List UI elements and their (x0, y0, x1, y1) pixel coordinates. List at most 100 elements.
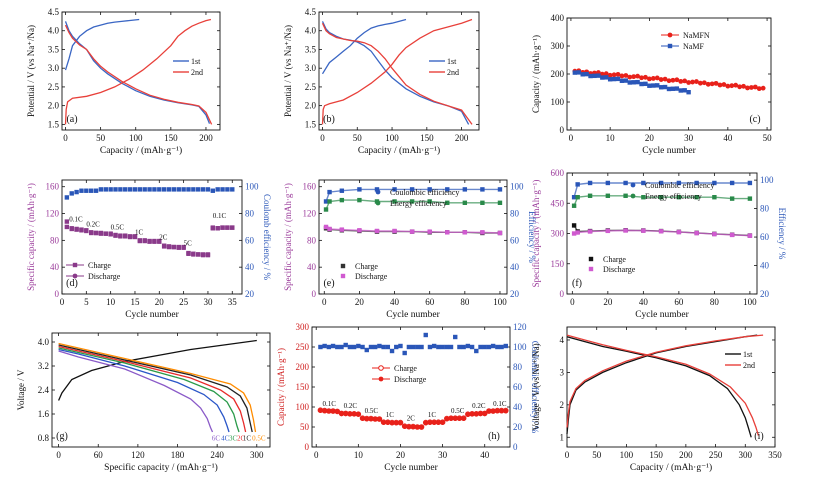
point-NaMF (596, 73, 600, 77)
point-Discharge (470, 412, 475, 417)
point-Discharge (444, 417, 449, 422)
y-tick-label: 200 (551, 69, 565, 79)
point-Discharge (206, 252, 210, 256)
x-tick-label: 0 (314, 450, 319, 460)
point-Coulomb efficiency (128, 187, 132, 191)
point-Coulombic efficiency (631, 183, 636, 188)
panel-label: (d) (66, 278, 78, 289)
point-Coulombic efficiency (411, 345, 415, 349)
series-line-2nd (567, 335, 763, 427)
point-Coulombic efficiency (373, 345, 377, 349)
y-tick-label: 50 (300, 422, 310, 432)
point-Coulomb efficiency (74, 190, 78, 194)
legend-label: Charge (88, 261, 111, 270)
y-tick-label: 1.6 (38, 409, 50, 419)
y2-tick-label: 20 (760, 289, 770, 299)
y2-tick-label: 40 (760, 261, 770, 271)
annotation-label: 1C (386, 411, 395, 419)
panel-e: 0 20 40 60 80 1000408012016020406080100Effici… (283, 180, 537, 320)
x-tick-label: 100 (743, 297, 757, 307)
point-Discharge (352, 412, 357, 417)
point-Coulomb efficiency (84, 189, 88, 193)
point-Coulombic efficiency (449, 345, 453, 349)
point-Coulombic efficiency (495, 345, 499, 349)
point-Coulombic efficiency (491, 344, 495, 348)
point-Discharge (369, 417, 374, 422)
y-tick-label: 1 (560, 432, 565, 442)
x-tick-label: 40 (639, 297, 649, 307)
point-NaMF (577, 70, 581, 74)
point-Discharge (377, 417, 382, 422)
annotation-label: 0.5C (451, 407, 465, 415)
point-Coulomb efficiency (196, 187, 200, 191)
y-tick-label: 2.0 (305, 101, 317, 111)
panel-label: (b) (323, 114, 335, 125)
point-Coulomb efficiency (225, 187, 229, 191)
y2-tick-label: 80 (513, 362, 523, 372)
point-NaMF (686, 90, 690, 94)
annotation-label: 1C (243, 434, 252, 442)
legend-label: 1st (447, 57, 457, 66)
annotation-label: 0.1C (323, 400, 337, 408)
series-line-charge (59, 341, 257, 401)
x-axis-label: Specific capacity / (mAh·g⁻¹) (104, 462, 218, 473)
point-Coulomb efficiency (157, 187, 161, 191)
y-tick-label: 250 (296, 342, 310, 352)
point-Discharge (348, 412, 353, 417)
point-Discharge (449, 416, 454, 421)
y2-tick-label: 20 (510, 289, 520, 299)
x-tick-label: 0 (570, 297, 575, 307)
point-Coulombic efficiency (466, 344, 470, 348)
point-Discharge (177, 245, 181, 249)
point-Energy efficiency (376, 201, 381, 206)
x-tick-label: 80 (710, 297, 720, 307)
point-Discharge (322, 409, 327, 414)
point-Discharge (364, 417, 369, 422)
x-tick-label: 350 (768, 450, 782, 460)
y-tick-label: 300 (551, 229, 565, 239)
x-tick-label: 50 (763, 133, 773, 143)
panel-label: (f) (572, 278, 582, 289)
point-Coulombic efficiency (499, 345, 503, 349)
point-Discharge (167, 244, 171, 248)
panel-label: (h) (488, 431, 500, 442)
point-NaMF (580, 72, 584, 76)
y-tick-label: 160 (46, 182, 60, 192)
point-Discharge (335, 409, 340, 414)
point-Charge (341, 264, 345, 268)
legend-label: 2nd (447, 68, 459, 77)
point-Coulombic efficiency (348, 345, 352, 349)
annotation-label: 0.2C (344, 402, 358, 410)
y-axis-label: Potential / V (vs Na⁺/Na) (26, 25, 36, 117)
y2-tick-label: 100 (245, 182, 259, 192)
point-Discharge (457, 416, 462, 421)
y2-tick-label: 120 (513, 322, 527, 332)
point-NaMF (675, 86, 679, 90)
x-axis-label: Cycle number (642, 146, 696, 156)
x-axis-label: Capacity / (mAh·g⁻¹) (358, 145, 440, 156)
x-axis-label: Cycle number (635, 310, 689, 320)
y-tick-label: 4 (560, 335, 565, 345)
y-tick-label: 0 (55, 289, 60, 299)
point-Discharge (230, 225, 234, 229)
legend-label: NaMF (683, 42, 704, 51)
y-tick-label: 4.0 (38, 337, 50, 347)
legend-label: Discharge (603, 265, 636, 274)
point-Coulombic efficiency (432, 344, 436, 348)
x-tick-label: 300 (739, 450, 753, 460)
annotation-label: 0.2C (86, 220, 100, 228)
point-Coulombic efficiency (407, 345, 411, 349)
annotation-label: 6C (212, 434, 221, 442)
point-NaMF (616, 77, 620, 81)
point-Coulombic efficiency (381, 345, 385, 349)
point-Discharge (440, 420, 445, 425)
point-Discharge (186, 251, 190, 255)
y-tick-label: 2.5 (48, 82, 60, 92)
x-tick-label: 0 (569, 133, 574, 143)
legend-label: Coulombic efficiency (645, 181, 714, 190)
point-Discharge (70, 226, 74, 230)
legend-label: Charge (394, 364, 417, 373)
y-tick-label: 150 (551, 259, 565, 269)
series-line-6C (59, 351, 213, 432)
point-Discharge (118, 233, 122, 237)
